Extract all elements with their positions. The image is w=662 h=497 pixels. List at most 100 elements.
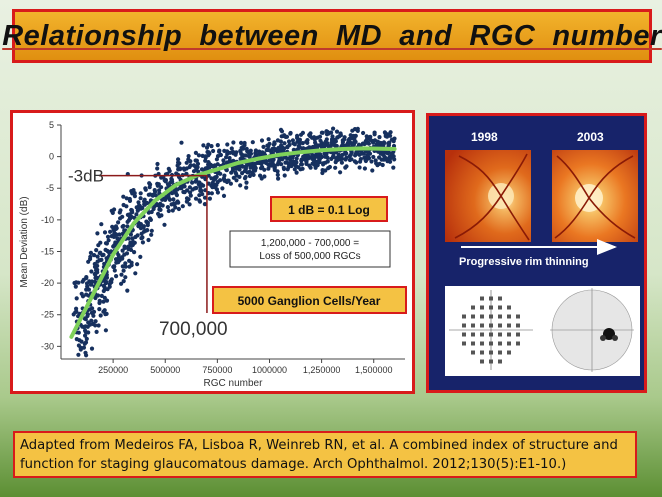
scatter-point: [383, 133, 388, 138]
scatter-point: [312, 135, 317, 140]
scatter-point: [306, 156, 311, 161]
visual-field-grayscale-right: [550, 288, 634, 372]
scatter-point: [182, 184, 187, 189]
scatter-point: [275, 162, 280, 167]
scatter-point: [300, 141, 305, 146]
scatter-point: [157, 207, 162, 212]
scatter-point: [240, 145, 245, 150]
scatter-point: [92, 253, 97, 258]
scatter-point: [324, 137, 329, 142]
visual-field-point: [480, 359, 484, 364]
scatter-point: [129, 260, 134, 265]
scatter-point: [149, 228, 154, 233]
scatter-point: [132, 250, 137, 255]
scatter-point: [381, 140, 387, 145]
fundus-figure: 1998 2003 Progressive rim thinning: [445, 130, 640, 376]
scatter-point: [193, 196, 199, 201]
scatter-point: [101, 252, 106, 257]
scatter-point: [278, 139, 283, 144]
scatter-point: [272, 146, 277, 151]
scatter-point: [240, 171, 245, 176]
scatter-point: [347, 157, 352, 163]
scatter-point: [191, 169, 197, 174]
scatter-point: [116, 220, 121, 225]
scatter-point: [127, 198, 133, 203]
scatter-point: [101, 299, 106, 304]
scatter-point: [209, 144, 214, 149]
scatter-point: [153, 189, 158, 194]
scatter-point: [370, 168, 375, 173]
scatter-point: [332, 137, 337, 142]
scatter-point: [282, 141, 287, 146]
scatter-point: [149, 232, 154, 237]
scatter-point: [112, 207, 117, 212]
scatter-point: [143, 187, 148, 192]
scatter-point: [233, 152, 238, 157]
scatter-point: [179, 140, 184, 145]
scatter-point: [165, 205, 170, 210]
scatter-point: [83, 340, 89, 345]
scatter-point: [111, 264, 116, 269]
scatter-point: [171, 197, 176, 202]
scatter-point: [289, 159, 294, 165]
scatter-point: [94, 248, 99, 253]
scatter-point: [330, 134, 335, 139]
scatter-point: [144, 219, 149, 224]
scatter-point: [275, 172, 280, 177]
db-log-label: 1 dB = 0.1 Log: [288, 203, 370, 217]
scatter-point: [157, 188, 162, 193]
md-vs-rgc-chart: 5 0 -5 -10 -15 -20 -25 -30 250000 500000 750000 100…: [19, 120, 407, 389]
db-log-box: [270, 196, 388, 222]
scatter-point: [88, 256, 93, 262]
scatter-point: [94, 329, 99, 334]
scatter-point: [294, 156, 299, 161]
scatter-point: [132, 194, 137, 199]
scatter-point: [95, 259, 100, 264]
scatter-point: [262, 167, 267, 172]
scatter-point: [282, 133, 287, 138]
scatter-point: [114, 274, 119, 279]
scatter-point: [74, 296, 79, 301]
visual-field-point: [507, 305, 511, 310]
visual-field-point: [498, 305, 502, 310]
scatter-point: [230, 149, 236, 154]
scatter-point: [225, 151, 230, 157]
loss-line-2: Loss of 500,000 RGCs: [259, 251, 360, 262]
scatter-point: [84, 287, 89, 292]
visual-field-point: [480, 350, 484, 355]
ganglion-rate-label: 5000 Ganglion Cells/Year: [238, 294, 381, 308]
scatter-point: [84, 292, 89, 297]
visual-field-point: [498, 323, 502, 328]
scatter-point: [102, 285, 107, 290]
scatter-point: [220, 186, 225, 191]
visual-field-grid-left: [449, 290, 533, 370]
scatter-point: [97, 307, 102, 312]
scatter-point: [142, 202, 147, 207]
visual-field-point: [471, 341, 475, 346]
scatter-point: [292, 167, 297, 172]
scatter-point: [321, 162, 326, 167]
scatter-point: [325, 159, 330, 164]
visual-field-point: [462, 323, 466, 328]
scatter-point: [127, 264, 132, 269]
scatter-point: [221, 177, 227, 182]
x-axis-title: RGC number: [204, 378, 264, 389]
scatter-point: [95, 231, 100, 236]
scatter-point: [392, 157, 397, 162]
scatter-point: [250, 140, 255, 145]
title-banner: Relationship between MD and RGC number: [2, 9, 661, 63]
scatter-point: [114, 260, 119, 265]
scatter-point: [173, 191, 178, 196]
scatter-point: [96, 243, 101, 248]
scatter-point: [121, 279, 126, 284]
scatter-point: [94, 269, 99, 274]
year-2003-label: 2003: [577, 130, 604, 144]
scatter-point: [89, 269, 94, 274]
scatter-point: [81, 345, 87, 350]
scatter-point: [276, 145, 281, 150]
scatter-point: [350, 128, 355, 133]
scatter-point: [307, 163, 312, 168]
scatter-point: [341, 143, 346, 148]
scatter-point: [202, 202, 207, 207]
scatter-point: [345, 141, 350, 146]
